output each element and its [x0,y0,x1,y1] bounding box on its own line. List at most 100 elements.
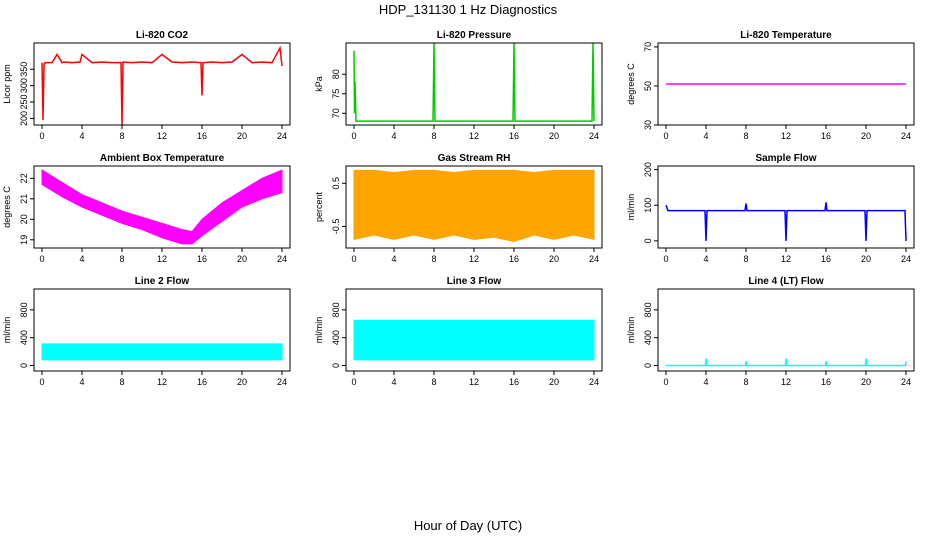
x-tick-label: 8 [431,254,436,264]
y-tick-label: 30 [643,120,653,130]
x-tick-label: 12 [469,377,479,387]
x-tick-label: 8 [743,131,748,141]
series-band [353,319,595,361]
y-axis-label: ml/min [2,317,12,344]
y-tick-label: 400 [331,330,341,345]
x-tick-label: 24 [277,377,287,387]
series-line [41,45,283,126]
x-tick-label: 0 [663,377,668,387]
x-tick-label: 0 [351,377,356,387]
panel-7: Line 2 Flow 0 4 8 12 16 20 24 0 400 800 ml/min [2,276,291,387]
x-tick-label: 4 [79,254,84,264]
panel-8: Line 3 Flow 0 4 8 12 16 20 24 0 400 800 ml/min [314,276,603,387]
x-tick-label: 20 [861,254,871,264]
x-tick-label: 0 [39,254,44,264]
x-tick-label: 12 [157,377,167,387]
y-tick-label: 100 [643,198,653,213]
x-tick-label: 24 [277,131,287,141]
series-band [353,169,595,243]
x-tick-label: 12 [157,131,167,141]
y-tick-label: -0.5 [331,219,341,235]
x-tick-label: 8 [431,131,436,141]
plot-frame [345,42,603,126]
x-tick-label: 4 [391,131,396,141]
y-tick-label: 70 [331,108,341,118]
x-tick-label: 0 [351,254,356,264]
x-tick-label: 16 [197,377,207,387]
panel-title: Line 4 (LT) Flow [748,276,824,287]
y-tick-label: 80 [331,69,341,79]
y-axis-label: ml/min [626,194,636,221]
figure-xlabel: Hour of Day (UTC) [413,518,523,533]
x-tick-label: 4 [79,377,84,387]
y-tick-label: 200 [643,162,653,177]
x-tick-label: 24 [901,254,911,264]
y-tick-label: 22 [19,173,29,183]
series-band [41,169,283,245]
panel-6: Sample Flow 0 4 8 12 16 20 24 0 100 200 ml/min [626,153,915,264]
x-tick-label: 8 [119,254,124,264]
y-tick-label: 21 [19,194,29,204]
y-tick-label: 300 [19,78,29,93]
x-tick-label: 16 [821,377,831,387]
panel-2: Li-820 Pressure 0 4 8 12 16 20 24 70 75 80 kPa [314,30,603,141]
x-tick-label: 4 [391,254,396,264]
x-tick-label: 8 [119,131,124,141]
y-tick-label: 0.5 [331,177,341,190]
x-tick-label: 12 [469,254,479,264]
panel-title: Sample Flow [755,153,816,164]
x-tick-label: 16 [821,254,831,264]
y-tick-label: 800 [331,302,341,317]
x-tick-label: 16 [509,131,519,141]
x-tick-label: 4 [703,254,708,264]
y-tick-label: 400 [19,330,29,345]
x-tick-label: 8 [743,254,748,264]
y-tick-label: 70 [643,42,653,52]
series-band [41,343,283,361]
x-tick-label: 24 [901,131,911,141]
x-tick-label: 0 [39,377,44,387]
y-tick-label: 0 [643,238,653,243]
panel-3: Li-820 Temperature 0 4 8 12 16 20 24 30 50 70 degre… [626,30,915,141]
x-tick-label: 24 [589,254,599,264]
x-tick-label: 20 [861,377,871,387]
y-axis-label: ml/min [314,317,324,344]
series-line [665,202,907,241]
x-tick-label: 4 [79,131,84,141]
panel-title: Li-820 Pressure [437,30,512,41]
x-tick-label: 12 [781,254,791,264]
x-tick-label: 20 [549,377,559,387]
x-tick-label: 12 [781,131,791,141]
panel-title: Line 3 Flow [447,276,502,287]
x-tick-label: 16 [509,254,519,264]
x-tick-label: 24 [901,377,911,387]
panel-title: Li-820 CO2 [136,30,189,41]
y-axis-label: percent [314,191,324,222]
x-tick-label: 16 [821,131,831,141]
y-axis-label: kPa [314,76,324,92]
y-tick-label: 0 [643,363,653,368]
panel-title: Gas Stream RH [438,153,511,164]
y-axis-label: ml/min [626,317,636,344]
x-tick-label: 0 [39,131,44,141]
x-tick-label: 20 [237,254,247,264]
x-tick-label: 20 [861,131,871,141]
x-tick-label: 16 [197,254,207,264]
x-tick-label: 4 [703,131,708,141]
x-tick-label: 12 [157,254,167,264]
y-tick-label: 350 [19,62,29,77]
y-tick-label: 50 [643,81,653,91]
x-tick-label: 24 [589,377,599,387]
y-tick-label: 400 [643,330,653,345]
x-tick-label: 0 [351,131,356,141]
y-tick-label: 200 [19,111,29,126]
series-line [353,42,595,122]
figure-title: HDP_131130 1 Hz Diagnostics [378,2,558,17]
x-tick-label: 20 [549,131,559,141]
x-tick-label: 24 [589,131,599,141]
y-tick-label: 19 [19,235,29,245]
series-line [666,358,907,367]
y-tick-label: 0 [19,363,29,368]
